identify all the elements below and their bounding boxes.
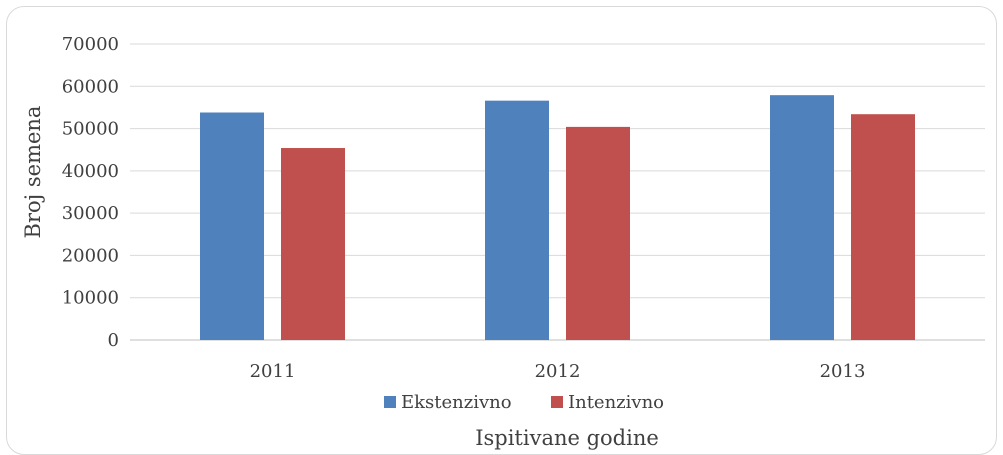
bar-intenzivno-2012 [566,126,630,340]
legend-label-ekstenzivno: Ekstenzivno [401,392,512,413]
y-axis-ticks: 0 10000 20000 30000 40000 50000 60000 70000 [62,34,119,351]
bar-ekstenzivno-2011 [200,112,264,340]
legend-label-intenzivno: Intenzivno [568,392,664,413]
x-tick-label: 2013 [820,361,866,382]
legend-swatch-intenzivno [551,396,563,408]
bar-intenzivno-2011 [281,148,345,340]
x-tick-label: 2012 [535,361,581,382]
bar-ekstenzivno-2013 [770,95,834,340]
bars [200,95,915,341]
y-tick-label: 60000 [62,76,119,97]
y-tick-label: 20000 [62,245,119,266]
y-tick-label: 10000 [62,288,119,309]
y-tick-label: 40000 [62,161,119,182]
y-tick-label: 0 [108,330,119,351]
y-tick-label: 50000 [62,119,119,140]
y-tick-label: 70000 [62,34,119,55]
legend-swatch-ekstenzivno [384,396,396,408]
gridlines [130,43,985,341]
y-tick-label: 30000 [62,203,119,224]
bar-intenzivno-2013 [851,114,915,341]
x-tick-label: 2011 [250,361,296,382]
x-axis-ticks: 2011 2012 2013 [250,361,866,382]
legend: Ekstenzivno Intenzivno [384,392,664,413]
y-axis-title: Broj semena [21,106,45,239]
x-axis-title: Ispitivane godine [475,426,659,450]
bar-ekstenzivno-2012 [485,100,549,340]
